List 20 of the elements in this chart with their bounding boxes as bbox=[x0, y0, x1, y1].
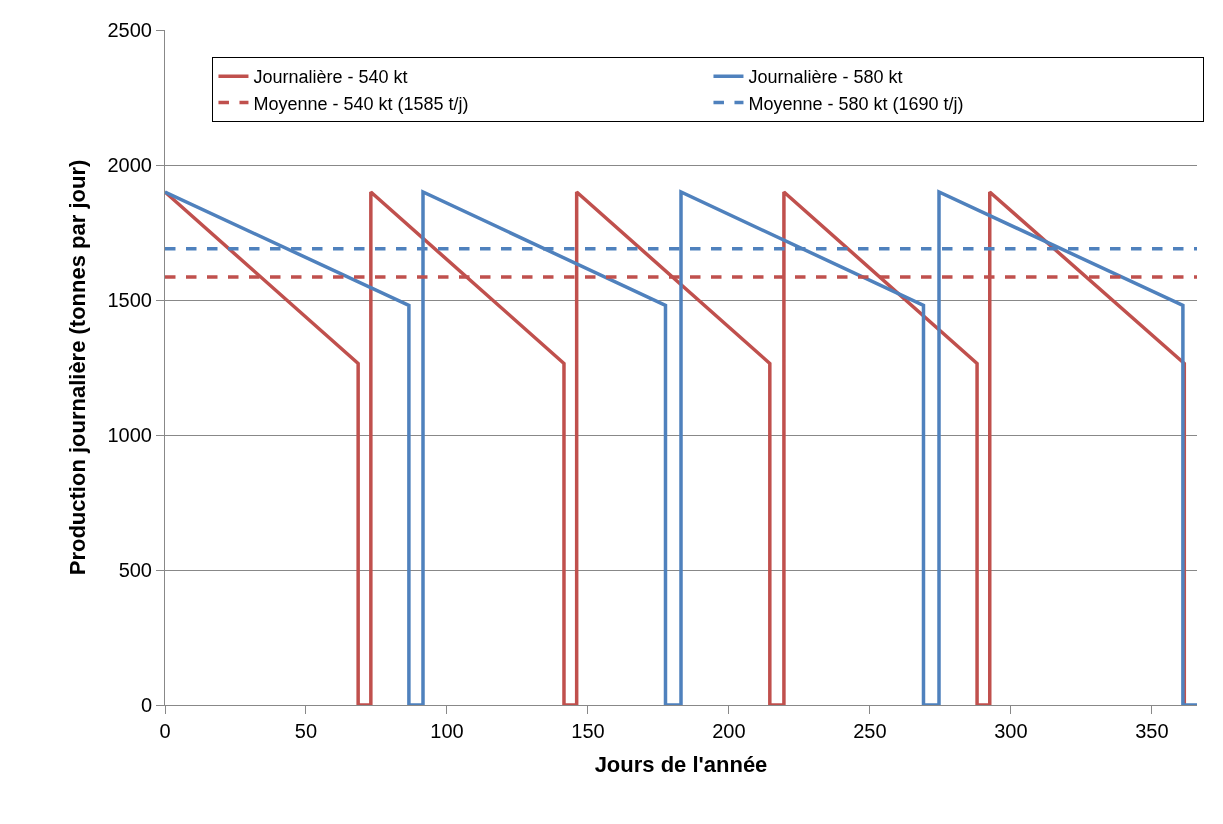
x-tick-label: 0 bbox=[159, 720, 171, 742]
legend-label: Moyenne - 580 kt (1690 t/j) bbox=[748, 93, 964, 114]
x-tick-label: 300 bbox=[994, 720, 1028, 742]
x-axis-title: Jours de l'année bbox=[594, 751, 768, 777]
legend-label: Journalière - 580 kt bbox=[748, 67, 903, 88]
x-tick-label: 100 bbox=[430, 720, 464, 742]
x-tick-label: 200 bbox=[712, 720, 746, 742]
legend-label: Journalière - 540 kt bbox=[253, 67, 408, 88]
legend-label: Moyenne - 540 kt (1585 t/j) bbox=[253, 93, 469, 114]
y-tick-label: 1000 bbox=[107, 424, 152, 446]
y-axis-title: Production journalière (tonnes par jour) bbox=[65, 159, 91, 576]
x-tick-label: 150 bbox=[571, 720, 605, 742]
y-tick-label: 500 bbox=[118, 559, 152, 581]
x-tick-label: 50 bbox=[294, 720, 318, 742]
y-tick-label: 2000 bbox=[107, 154, 152, 176]
y-tick-label: 2500 bbox=[107, 19, 152, 41]
y-tick-label: 0 bbox=[140, 694, 152, 716]
x-tick-label: 350 bbox=[1135, 720, 1169, 742]
y-tick-label: 1500 bbox=[107, 289, 152, 311]
x-tick-label: 250 bbox=[853, 720, 887, 742]
